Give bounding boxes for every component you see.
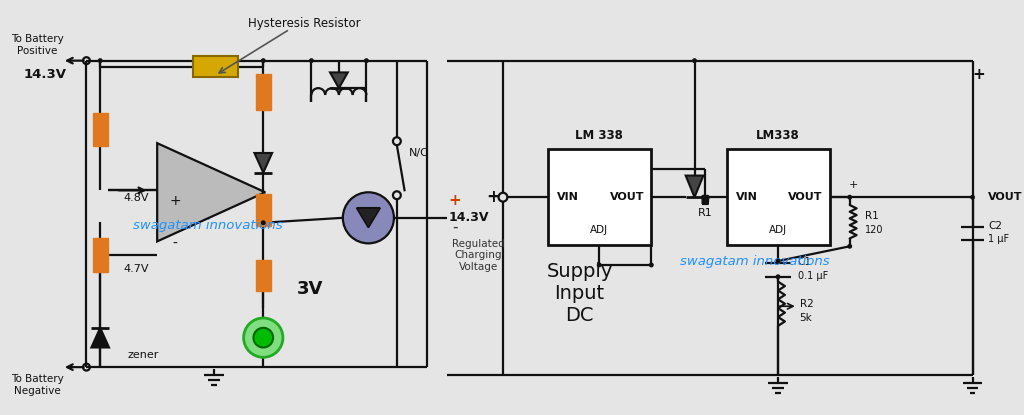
Circle shape [775,259,780,264]
Text: VOUT: VOUT [609,192,644,202]
Circle shape [97,58,102,63]
Text: VIN: VIN [735,192,758,202]
Text: 14.3V: 14.3V [24,68,67,81]
Text: N/C: N/C [409,148,428,158]
Text: VIN: VIN [557,192,579,202]
Bar [727,149,830,245]
Text: zener: zener [128,350,159,360]
Text: 1 μF: 1 μF [988,234,1010,244]
Circle shape [847,244,852,249]
Bar [93,113,109,146]
Text: LM 338: LM 338 [575,129,624,142]
Circle shape [261,58,265,63]
Text: 3V: 3V [297,280,324,298]
Text: 5k: 5k [800,313,812,323]
Text: +: + [169,194,180,208]
Bar [93,239,109,272]
Circle shape [705,195,710,200]
Bar [548,149,651,245]
Circle shape [847,195,852,200]
Text: Regulated
Charging
Voltage: Regulated Charging Voltage [452,239,505,272]
Polygon shape [356,208,380,228]
Text: 4.7V: 4.7V [124,264,150,274]
Text: LM338: LM338 [756,129,800,142]
Bar [256,194,271,226]
Circle shape [343,192,394,243]
Bar [256,260,271,291]
Text: 120: 120 [865,225,884,234]
Polygon shape [254,153,272,173]
Circle shape [649,263,653,267]
Circle shape [702,195,708,200]
Circle shape [309,58,314,63]
Text: C1: C1 [798,257,812,267]
Circle shape [700,195,706,200]
Text: R2: R2 [800,299,813,309]
Text: To Battery
Negative: To Battery Negative [11,374,63,395]
Circle shape [775,274,780,279]
Text: ADJ: ADJ [769,225,787,234]
Circle shape [692,58,697,63]
Text: 0.1 μF: 0.1 μF [798,271,828,281]
Polygon shape [91,328,109,347]
Text: +: + [486,188,500,206]
Text: To Battery
Positive: To Battery Positive [11,34,63,56]
Text: -: - [172,237,177,251]
Text: +: + [972,67,985,82]
Text: Supply
Input
DC: Supply Input DC [547,262,612,325]
Bar [256,74,271,110]
Circle shape [261,220,265,225]
Text: 14.3V: 14.3V [449,211,488,225]
Text: +: + [449,193,461,208]
Text: C2: C2 [988,221,1002,231]
Text: R1: R1 [865,211,880,221]
Circle shape [970,195,975,200]
Text: -: - [452,220,458,235]
Text: ADJ: ADJ [590,225,608,234]
Text: VOUT: VOUT [988,192,1023,202]
Polygon shape [157,143,265,242]
Circle shape [597,263,602,267]
Text: swagatam innovations: swagatam innovations [133,219,283,232]
Text: Hysteresis Resistor: Hysteresis Resistor [248,17,360,30]
Circle shape [364,58,369,63]
Text: R1: R1 [698,208,713,218]
Circle shape [244,318,283,357]
Text: VOUT: VOUT [788,192,822,202]
Bar [193,56,238,77]
Text: 4.8V: 4.8V [124,193,150,203]
Text: swagatam innovations: swagatam innovations [680,254,829,268]
Polygon shape [330,73,348,88]
Text: +: + [849,181,858,190]
Circle shape [254,328,273,347]
Polygon shape [686,176,703,197]
